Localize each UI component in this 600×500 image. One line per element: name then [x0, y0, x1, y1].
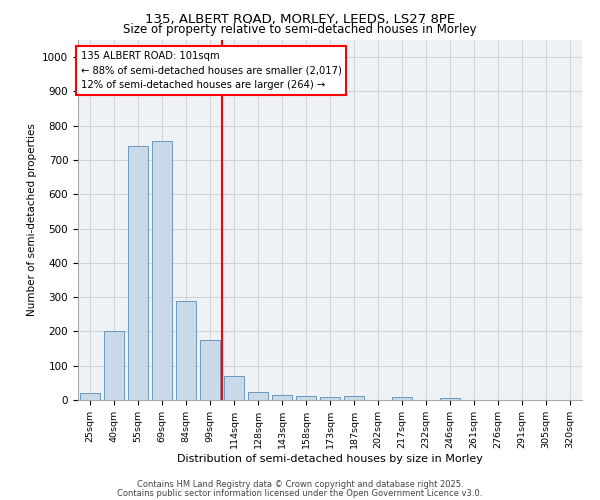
- Bar: [152, 141, 172, 400]
- Text: 135, ALBERT ROAD, MORLEY, LEEDS, LS27 8PE: 135, ALBERT ROAD, MORLEY, LEEDS, LS27 8P…: [145, 12, 455, 26]
- Text: Contains public sector information licensed under the Open Government Licence v3: Contains public sector information licen…: [118, 488, 482, 498]
- Bar: [296, 396, 316, 400]
- Text: 135 ALBERT ROAD: 101sqm
← 88% of semi-detached houses are smaller (2,017)
12% of: 135 ALBERT ROAD: 101sqm ← 88% of semi-de…: [80, 51, 341, 90]
- Bar: [392, 398, 412, 400]
- Bar: [224, 376, 244, 400]
- Bar: [440, 398, 460, 400]
- Y-axis label: Number of semi-detached properties: Number of semi-detached properties: [26, 124, 37, 316]
- Bar: [200, 340, 220, 400]
- Bar: [104, 332, 124, 400]
- Text: Contains HM Land Registry data © Crown copyright and database right 2025.: Contains HM Land Registry data © Crown c…: [137, 480, 463, 489]
- Bar: [272, 394, 292, 400]
- Bar: [344, 396, 364, 400]
- Bar: [80, 393, 100, 400]
- Bar: [176, 300, 196, 400]
- Bar: [128, 146, 148, 400]
- Bar: [248, 392, 268, 400]
- X-axis label: Distribution of semi-detached houses by size in Morley: Distribution of semi-detached houses by …: [177, 454, 483, 464]
- Bar: [320, 398, 340, 400]
- Text: Size of property relative to semi-detached houses in Morley: Size of property relative to semi-detach…: [123, 22, 477, 36]
